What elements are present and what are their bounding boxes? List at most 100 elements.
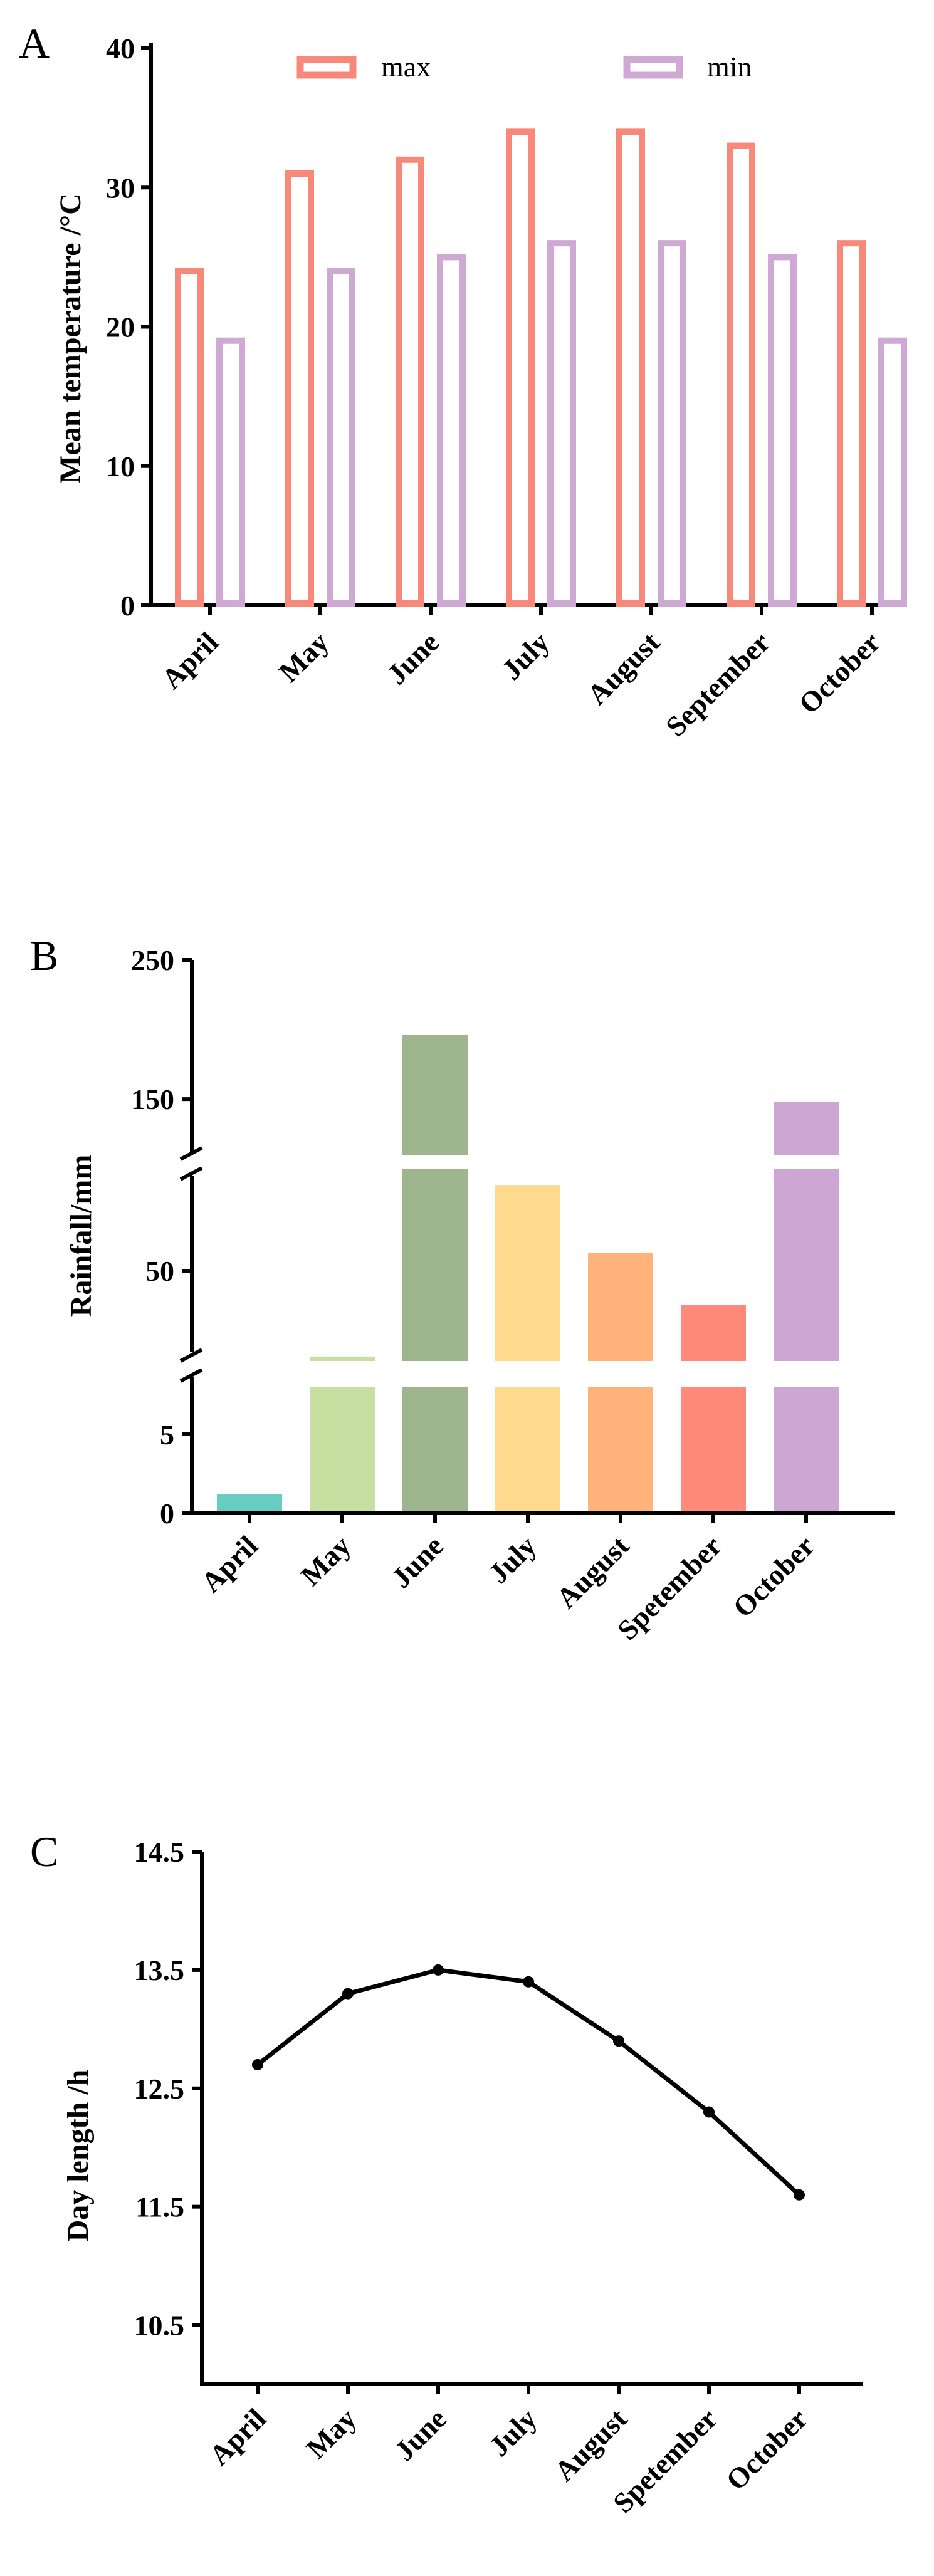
bar-min-august	[658, 240, 686, 607]
bar-segment	[217, 1494, 282, 1513]
bar-june	[402, 1035, 468, 1513]
y-ticks: 0 5 50 150 250	[131, 944, 192, 1530]
bar-min-may	[327, 268, 355, 607]
bar-max-july	[506, 128, 535, 607]
y-ticks: 10.5 11.5 12.5 13.5 14.5	[134, 1836, 202, 2342]
bar-segment	[774, 1387, 839, 1513]
bar-october	[774, 1102, 839, 1513]
panel-label-b: B	[30, 932, 58, 979]
axes	[149, 43, 898, 607]
bar-min-april	[216, 337, 245, 607]
y-tick-label: 0	[120, 590, 135, 622]
chart-daylength: C Day length /h 10.5 11.5 12.5 13.5 14.5 Apr…	[30, 1828, 863, 2519]
x-tick-label: May	[295, 1530, 357, 1592]
chart-temperature: A Mean temperature /°C 0 10 20 30 40 April Ma…	[19, 19, 907, 743]
bar-spetember	[681, 1305, 746, 1513]
point-april	[252, 2059, 263, 2070]
legend-swatch-min	[623, 56, 683, 79]
y-tick-label: 30	[106, 172, 135, 204]
day-length-line	[256, 1968, 801, 2197]
y-tick-label: 5	[160, 1419, 174, 1451]
chart-rainfall: B Rainfall/mm 0 5 50 150 250 April May June Jul…	[30, 932, 895, 1646]
bar-max-june	[396, 156, 424, 607]
bars	[175, 128, 907, 607]
y-axis-label: Day length /h	[61, 2070, 95, 2242]
panel-label-c: C	[30, 1828, 58, 1875]
bar-segment	[681, 1305, 746, 1361]
point-june	[433, 1964, 444, 1976]
axes	[200, 1852, 863, 2386]
bar-min-june	[437, 254, 466, 607]
bar-min-july	[547, 240, 576, 607]
y-tick-label: 10	[106, 451, 135, 482]
y-tick-label: 11.5	[135, 2191, 184, 2223]
x-tick-label: July	[483, 2402, 543, 2463]
x-tick-label: August	[550, 1530, 636, 1615]
bar-segment	[402, 1035, 468, 1155]
x-tick-label: April	[195, 1530, 264, 1598]
x-tick-label: August	[581, 626, 666, 711]
x-tick-label: July	[482, 1530, 542, 1590]
bar-april	[217, 1494, 282, 1513]
legend: max min	[296, 51, 752, 83]
x-tick-label: June	[380, 626, 445, 691]
bar-segment	[588, 1253, 653, 1361]
series-line	[252, 1964, 805, 2201]
x-tick-label: September	[659, 626, 776, 743]
x-tick-label: April	[155, 626, 224, 695]
x-tick-label: August	[548, 2402, 634, 2488]
bar-segment	[774, 1102, 839, 1155]
x-tick-label: July	[495, 626, 555, 686]
bar-min-september	[768, 254, 797, 607]
y-tick-label: 12.5	[134, 2073, 185, 2105]
bar-august	[588, 1253, 653, 1513]
bar-segment	[681, 1387, 746, 1513]
bar-segment	[495, 1185, 560, 1361]
point-july	[523, 1976, 534, 1988]
y-tick-label: 50	[145, 1255, 174, 1287]
panel-label-a: A	[19, 19, 50, 67]
x-tick-label: June	[385, 1530, 449, 1594]
y-tick-label: 20	[106, 311, 135, 343]
bar-segment	[402, 1169, 468, 1361]
legend-swatch-max	[296, 56, 357, 79]
point-may	[342, 1988, 354, 2000]
bar-max-october	[837, 240, 866, 607]
x-tick-label: June	[388, 2402, 453, 2467]
y-tick-label: 40	[106, 33, 135, 65]
bar-max-may	[285, 170, 314, 607]
y-tick-label: 10.5	[134, 2310, 185, 2342]
x-tick-label: May	[273, 626, 335, 688]
bar-segment	[310, 1387, 375, 1513]
bar-segment	[774, 1169, 839, 1361]
bar-july	[495, 1185, 560, 1513]
y-axis-label: Mean temperature /°C	[54, 193, 87, 484]
bar-segment	[588, 1387, 653, 1513]
bar-max-september	[727, 142, 755, 607]
point-october	[794, 2189, 805, 2201]
y-axis-label: Rainfall/mm	[65, 1155, 98, 1317]
bar-segment	[310, 1356, 375, 1361]
y-tick-label: 150	[131, 1083, 174, 1115]
bar-segment	[495, 1387, 560, 1513]
bar-segment	[402, 1387, 468, 1513]
bar-min-october	[878, 337, 907, 607]
point-august	[613, 2035, 624, 2047]
x-tick-label: April	[203, 2402, 272, 2471]
x-tick-label: May	[300, 2402, 362, 2464]
y-ticks: 0 10 20 30 40	[106, 33, 151, 622]
x-tick-label: October	[720, 2402, 814, 2496]
bar-may	[310, 1356, 375, 1513]
legend-label-min: min	[707, 51, 752, 83]
x-tick-label: October	[792, 626, 886, 720]
point-spetember	[703, 2106, 715, 2118]
bar-max-august	[616, 128, 645, 607]
y-tick-label: 0	[160, 1498, 174, 1530]
y-tick-label: 13.5	[134, 1954, 185, 1986]
bar-max-april	[175, 268, 204, 607]
legend-label-max: max	[381, 51, 431, 83]
